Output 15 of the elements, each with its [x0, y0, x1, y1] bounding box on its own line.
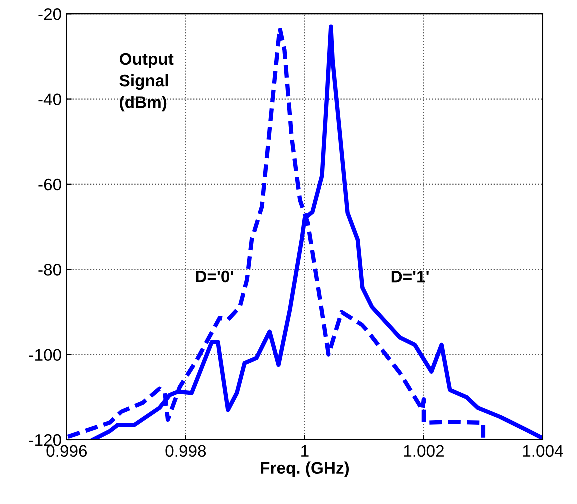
x-tick-label: 0.998	[166, 445, 206, 458]
x-tick-label: 1.004	[523, 445, 564, 458]
x-tick-label: 1.002	[404, 445, 444, 458]
x-tick-label: 0.996	[46, 445, 88, 458]
y-tick-label: -60	[38, 178, 62, 191]
x-tick-label: 1	[302, 445, 309, 457]
y-tick-label: -120	[29, 434, 62, 446]
annotation: Output Signal (dBm)	[120, 53, 174, 112]
y-tick-label: -40	[38, 94, 62, 106]
y-tick-label: -20	[38, 8, 62, 20]
y-tick-label: -80	[38, 264, 62, 276]
x-axis-title: Freq. (GHz)	[261, 462, 350, 478]
series-label: D='0'	[196, 270, 234, 283]
series-label: D='1'	[392, 271, 429, 283]
y-tick-label: -100	[29, 349, 62, 362]
